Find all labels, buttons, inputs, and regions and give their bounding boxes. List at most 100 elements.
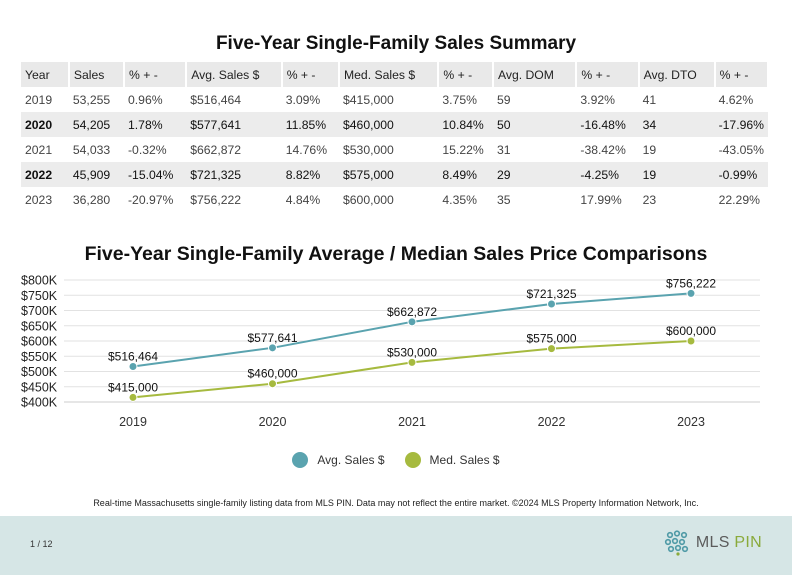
cell-year: 2020	[25, 117, 53, 132]
sales-summary-table: Year Sales % + - Avg. Sales $ % + - Med.…	[21, 62, 770, 212]
column-header: % + -	[714, 62, 770, 87]
legend-med-dot-icon	[404, 452, 421, 468]
data-point	[128, 361, 138, 371]
cell-avg-dom-change: -16.48%	[580, 117, 626, 132]
cell-med-sales: $600,000	[343, 192, 394, 207]
cell-year: 2022	[25, 167, 53, 182]
cell-avg-dom-change: 17.99%	[580, 192, 622, 207]
cell-avg-dto: 41	[642, 92, 657, 107]
data-point	[547, 299, 556, 309]
column-header: Sales	[68, 62, 126, 87]
cell-avg-dom: 59	[496, 92, 511, 107]
data-point	[268, 343, 277, 353]
data-label: $600,000	[666, 324, 716, 338]
cell-avg-dom: 31	[496, 142, 511, 157]
legend-item-avg: Avg. Sales $	[292, 452, 385, 468]
y-tick-label: $550K	[21, 350, 58, 364]
data-source-footnote: Real-time Massachusetts single-family li…	[93, 498, 699, 508]
table-row: 2023 36,280 -20.97% $756,222 4.84% $600,…	[21, 187, 768, 212]
cell-sales: 54,205	[72, 117, 111, 132]
cell-avg-dto-change: -43.05%	[718, 142, 764, 157]
table-header-row: Year Sales % + - Avg. Sales $ % + - Med.…	[21, 62, 770, 87]
cell-avg-sales-change: 14.76%	[285, 142, 328, 157]
y-tick-label: $450K	[21, 380, 58, 394]
cell-avg-sales-change: 8.82%	[285, 167, 321, 182]
cell-avg-dto: 23	[642, 192, 657, 207]
y-tick-label: $500K	[21, 365, 58, 379]
data-label: $756,222	[666, 276, 716, 290]
cell-med-sales-change: 8.49%	[442, 167, 477, 182]
legend-med-label: Med. Sales $	[429, 453, 500, 467]
cell-avg-dom: 50	[496, 117, 511, 132]
data-point	[407, 357, 417, 367]
logo-wordmark: MLS PIN	[696, 534, 762, 552]
chart-legend: Avg. Sales $ Med. Sales $	[0, 452, 792, 468]
y-tick-label: $600K	[21, 335, 58, 349]
x-tick-label: 2022	[538, 415, 566, 429]
grid-lines	[64, 279, 760, 403]
cell-sales-change: -15.04%	[128, 167, 174, 182]
cell-sales-change: -0.32%	[128, 142, 167, 157]
cell-med-sales: $460,000	[343, 117, 394, 132]
column-header: % + -	[576, 62, 640, 87]
column-header: Med. Sales $	[339, 62, 440, 87]
x-axis-ticks: 2019 2020 2021 2022 2023	[119, 415, 705, 429]
cell-avg-dom: 29	[496, 167, 511, 182]
cell-year: 2023	[25, 192, 53, 207]
cell-avg-dom-change: 3.92%	[580, 92, 615, 107]
y-tick-label: $800K	[21, 274, 58, 288]
mls-pin-logo-icon	[664, 530, 688, 556]
cell-avg-dom: 35	[496, 192, 511, 207]
legend-avg-dot-icon	[292, 452, 309, 468]
price-line-chart: $400K $450K$500K$550K$600K $650K$700K$750K…	[21, 274, 760, 429]
table-title: Five-Year Single-Family Sales Summary	[215, 33, 577, 54]
legend-item-med: Med. Sales $	[404, 452, 500, 468]
y-tick-label: $750K	[21, 289, 58, 303]
table-row: 2021 54,033 -0.32% $662,872 14.76% $530,…	[21, 137, 768, 162]
column-header: % + -	[281, 62, 341, 87]
cell-avg-dto-change: 22.29%	[718, 192, 760, 207]
cell-sales: 36,280	[72, 192, 111, 207]
data-label: $577,641	[247, 331, 297, 345]
data-point	[547, 344, 556, 354]
cell-sales: 54,033	[72, 142, 111, 157]
cell-med-sales: $575,000	[343, 167, 394, 182]
cell-med-sales: $415,000	[343, 92, 394, 107]
cell-avg-sales-change: 3.09%	[285, 92, 321, 107]
cell-avg-dom-change: -4.25%	[580, 167, 620, 182]
cell-sales: 53,255	[72, 92, 111, 107]
cell-avg-dto: 19	[642, 167, 657, 182]
data-point	[686, 288, 696, 298]
y-tick-label: $400K	[21, 396, 58, 410]
cell-sales-change: 1.78%	[128, 117, 163, 132]
cell-med-sales-change: 15.22%	[442, 142, 484, 157]
data-label: $460,000	[247, 367, 297, 381]
column-header: % + -	[124, 62, 188, 87]
data-label: $662,872	[387, 305, 437, 319]
x-tick-label: 2019	[119, 415, 147, 429]
cell-sales: 45,909	[72, 167, 111, 182]
table-row: 2019 53,255 0.96% $516,464 3.09% $415,00…	[21, 87, 768, 112]
cell-avg-dto: 34	[642, 117, 657, 132]
cell-sales-change: 0.96%	[128, 92, 163, 107]
cell-med-sales-change: 3.75%	[442, 92, 477, 107]
cell-avg-dom-change: -38.42%	[580, 142, 626, 157]
cell-med-sales-change: 4.35%	[442, 192, 477, 207]
cell-year: 2019	[25, 92, 53, 107]
chart-title: Five-Year Single-Family Average / Median…	[84, 243, 708, 265]
x-tick-label: 2020	[259, 415, 287, 429]
data-label: $415,000	[108, 380, 158, 394]
column-header: % + -	[438, 62, 494, 87]
cell-avg-sales-change: 4.84%	[285, 192, 321, 207]
logo-wordmark-mls: MLS	[695, 534, 735, 551]
data-point	[686, 336, 696, 346]
data-label: $530,000	[387, 345, 437, 359]
y-tick-label: $700K	[21, 304, 58, 318]
cell-avg-sales: $721,325	[190, 167, 242, 182]
data-label: $575,000	[526, 332, 576, 346]
cell-avg-sales: $756,222	[190, 192, 242, 207]
data-label: $721,325	[526, 287, 576, 301]
column-header: Avg. DTO	[638, 62, 716, 87]
series-points	[128, 288, 696, 402]
cell-sales-change: -20.97%	[128, 192, 174, 207]
